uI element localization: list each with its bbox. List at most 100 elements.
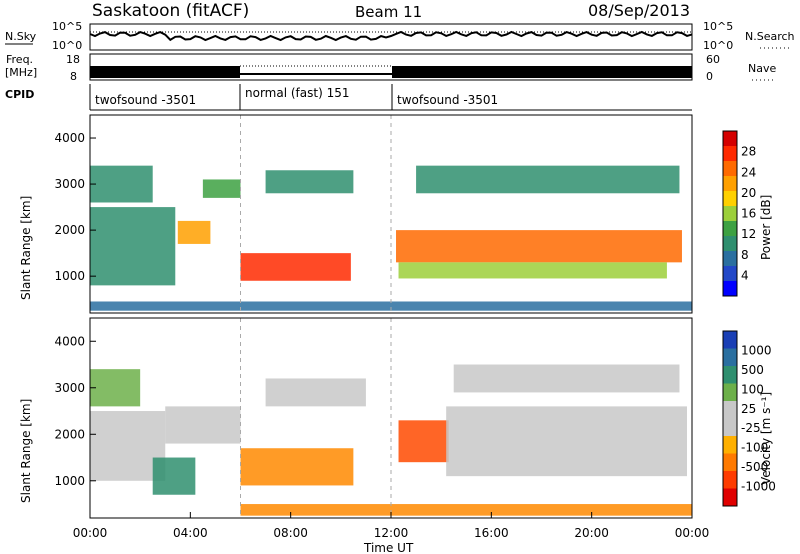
nave-label: Nave <box>748 62 776 75</box>
xaxis-label: Time UT <box>363 541 414 554</box>
velocity-ylabel: Slant Range [km] <box>19 399 33 503</box>
power-cbar-swatch-5 <box>723 206 737 222</box>
vel-region-8 <box>453 364 680 393</box>
power-region-1 <box>90 165 153 203</box>
nsearch-tick-top: 10^5 <box>703 20 733 33</box>
nsky-tick-top: 10^5 <box>52 20 82 33</box>
cpid-segment-3: twofsound -3501 <box>397 93 498 107</box>
freq-tick-top: 18 <box>66 53 80 66</box>
cpid-segment-1: twofsound -3501 <box>95 93 196 107</box>
vel-cbar-tick-1: 500 <box>741 363 764 377</box>
vel-region-3 <box>165 406 241 444</box>
vel-region-5 <box>265 378 366 407</box>
power-region-3 <box>202 179 241 198</box>
power-panel-frame <box>89 114 693 314</box>
power-cbar-swatch-1 <box>723 146 737 162</box>
vel-ytick-label-2: 3000 <box>54 381 85 395</box>
power-yaxis: 1000 2000 3000 4000 <box>54 131 96 283</box>
power-region-5 <box>265 170 354 194</box>
xtick-label-1: 04:00 <box>173 526 208 540</box>
power-cbar-tick-4: 12 <box>741 227 756 241</box>
station-title: Saskatoon (fitACF) <box>92 1 249 21</box>
power-cbar-swatch-3 <box>723 176 737 192</box>
vel-cbar-swatch-9 <box>723 488 737 507</box>
vel-ytick-label-1: 2000 <box>54 427 85 441</box>
xtick-label-3: 12:00 <box>374 526 409 540</box>
power-cbar-tick-1: 24 <box>741 165 756 179</box>
power-colorbar: 28 24 20 16 12 8 4 <box>722 130 756 297</box>
nave-tick-top: 60 <box>706 53 720 66</box>
vel-region-1 <box>90 369 141 407</box>
vel-cbar-tick-2: 100 <box>741 382 764 396</box>
vel-cbar-swatch-2 <box>723 366 737 384</box>
velocity-heatmap <box>90 318 692 518</box>
vel-ytick-label-3: 4000 <box>54 334 85 348</box>
power-cbar-swatch-8 <box>723 251 737 267</box>
vel-region-2 <box>152 457 196 495</box>
cpid-label: CPID <box>5 88 34 101</box>
vel-cbar-swatch-6 <box>723 436 737 454</box>
vel-cbar-frame <box>722 330 738 507</box>
power-cbar-tick-5: 8 <box>741 248 749 262</box>
freq-trace-segment-1 <box>90 66 240 78</box>
power-ytick-label-2: 3000 <box>54 177 85 191</box>
time-xaxis: 00:00 04:00 08:00 12:00 16:00 20:00 00:00 <box>73 512 709 540</box>
power-region-8 <box>416 165 680 194</box>
xtick-label-4: 16:00 <box>474 526 509 540</box>
nsearch-tick-bottom: 10^0 <box>703 39 733 52</box>
beam-title: Beam 11 <box>355 3 422 21</box>
vel-cbar-swatch-5 <box>723 418 737 437</box>
power-ylabel: Slant Range [km] <box>19 196 33 300</box>
vel-cbar-swatch-1 <box>723 348 737 367</box>
vel-cbar-swatch-7 <box>723 453 737 472</box>
nave-tick-bottom: 0 <box>706 70 713 83</box>
power-cbar-tick-0: 28 <box>741 145 756 159</box>
vel-cbar-tick-0: 1000 <box>741 343 772 357</box>
power-cbar-frame <box>722 130 738 297</box>
power-region-0 <box>90 207 176 286</box>
velocity-colorbar: 1000 500 100 25 -25 -100 -500 -1000 <box>722 330 776 507</box>
vel-region-9 <box>240 504 692 516</box>
nsky-label: N.Sky <box>5 30 37 43</box>
freq-trace-segment-3 <box>392 66 692 78</box>
vel-cbar-tick-4: -25 <box>741 421 761 435</box>
freq-label-line2: [MHz] <box>5 66 37 79</box>
vel-cbar-tick-7: -1000 <box>741 480 776 494</box>
power-cbar-tick-2: 20 <box>741 186 756 200</box>
freq-trace-segment-2 <box>240 73 392 75</box>
vel-cbar-swatch-4 <box>723 401 737 419</box>
power-cbar-swatch-0 <box>723 131 737 147</box>
power-region-9 <box>90 301 692 311</box>
date-title: 08/Sep/2013 <box>588 1 690 20</box>
vel-ytick-label-0: 1000 <box>54 474 85 488</box>
power-region-7 <box>398 262 667 279</box>
power-colorbar-label: Power [dB] <box>759 195 773 260</box>
power-cbar-swatch-7 <box>723 236 737 252</box>
power-cbar-swatch-2 <box>723 161 737 177</box>
power-ytick-label-3: 4000 <box>54 131 85 145</box>
vel-cbar-swatch-3 <box>723 383 737 402</box>
power-region-6 <box>396 230 682 263</box>
xtick-label-0: 00:00 <box>73 526 108 540</box>
vel-cbar-tick-5: -100 <box>741 441 768 455</box>
power-cbar-swatch-6 <box>723 221 737 237</box>
xtick-label-2: 08:00 <box>273 526 308 540</box>
freq-tick-bottom: 8 <box>70 70 77 83</box>
vel-cbar-tick-6: -500 <box>741 460 768 474</box>
freq-label-line1: Freq. <box>6 53 33 66</box>
vel-cbar-tick-3: 25 <box>741 402 756 416</box>
vel-cbar-swatch-8 <box>723 471 737 489</box>
nsky-trace <box>89 30 693 42</box>
power-cbar-tick-3: 16 <box>741 207 756 221</box>
vel-cbar-swatch-0 <box>723 331 737 349</box>
velocity-colorbar-label: Velocity [m s⁻¹] <box>759 392 773 485</box>
velocity-yaxis: 1000 2000 3000 4000 <box>54 334 96 488</box>
power-ytick-label-0: 1000 <box>54 269 85 283</box>
vel-region-7 <box>446 406 687 477</box>
power-heatmap <box>90 115 692 313</box>
power-cbar-swatch-4 <box>723 191 737 207</box>
cpid-segment-2: normal (fast) 151 <box>245 86 349 100</box>
power-ytick-label-1: 2000 <box>54 223 85 237</box>
power-cbar-tick-6: 4 <box>741 268 749 282</box>
